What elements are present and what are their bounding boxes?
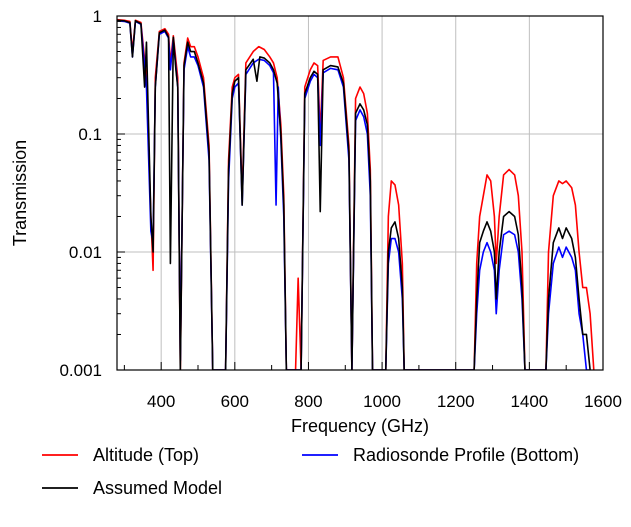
x-tick-label: 800 — [294, 392, 322, 411]
y-tick-label: 0.001 — [59, 361, 102, 380]
y-axis-title: Transmission — [10, 140, 30, 246]
y-tick-label: 0.1 — [78, 125, 102, 144]
series-lines — [117, 18, 595, 370]
legend-label-assumed-model: Assumed Model — [93, 478, 222, 498]
x-tick-label: 1600 — [584, 392, 622, 411]
x-tick-label: 1200 — [437, 392, 475, 411]
x-tick-labels: 400 600 800 1000 1200 1400 1600 — [147, 392, 622, 411]
y-tick-label: 0.01 — [69, 243, 102, 262]
y-tick-label: 1 — [93, 7, 102, 26]
axis-ticks — [117, 15, 604, 371]
x-tick-label: 1000 — [363, 392, 401, 411]
legend-label-altitude: Altitude (Top) — [93, 445, 199, 465]
grid-lines — [117, 16, 603, 370]
legend-label-radiosonde: Radiosonde Profile (Bottom) — [353, 445, 579, 465]
plot-frame — [116, 15, 604, 371]
x-axis-title: Frequency (GHz) — [291, 416, 429, 436]
x-tick-label: 1400 — [510, 392, 548, 411]
x-tick-label: 400 — [147, 392, 175, 411]
y-tick-labels: 0.001 0.01 0.1 1 — [59, 7, 102, 380]
legend: Altitude (Top) Radiosonde Profile (Botto… — [42, 445, 579, 498]
series-line-2 — [117, 19, 591, 370]
x-tick-label: 600 — [221, 392, 249, 411]
